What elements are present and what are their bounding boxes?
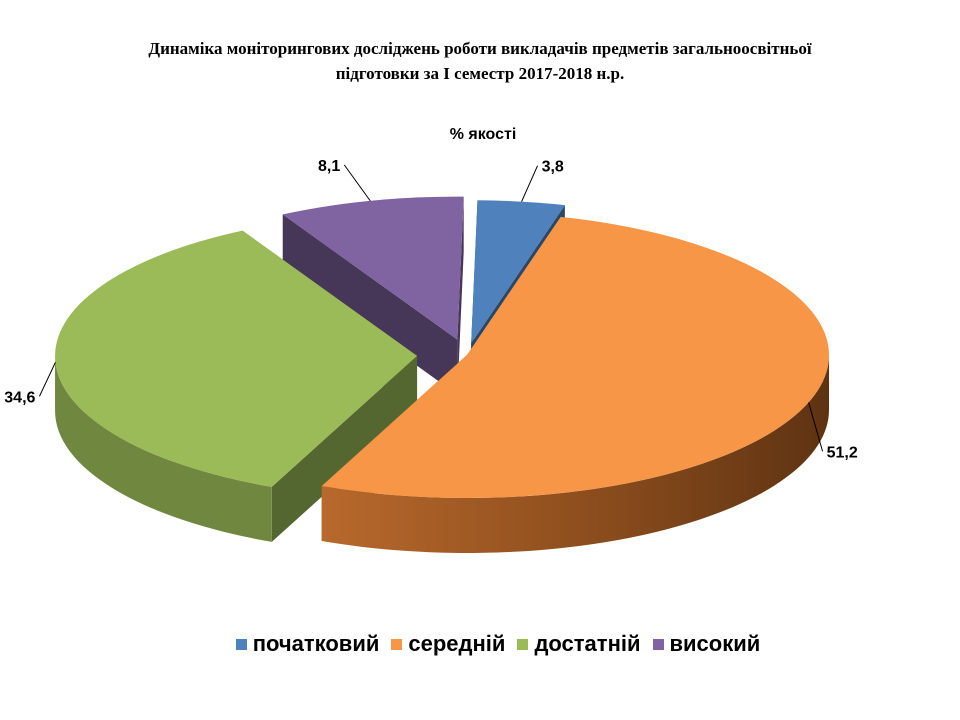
legend-label-dostatnii: достатній <box>534 631 641 656</box>
legend-item-dostatnii: достатній <box>517 631 641 657</box>
data-label-serednii: 51,2 <box>827 444 858 461</box>
pie-slice-edge-serednii <box>321 355 829 553</box>
pie-slice-serednii <box>321 216 829 553</box>
pie-slice-dostatnii <box>55 230 418 542</box>
pie-slice-side-vysokyi <box>282 214 458 395</box>
chart-main-title-line2: підготовки за І семестр 2017-2018 н.р. <box>335 64 625 83</box>
legend-swatch-pochatkovyi <box>235 638 247 650</box>
leader-line-serednii <box>808 402 824 452</box>
pie-slice-top-pochatkovyi <box>471 200 565 344</box>
legend-swatch-dostatnii <box>517 638 529 650</box>
data-label-pochatkovyi: 3,8 <box>542 159 564 176</box>
pie-slice-side-dostatnii <box>271 355 418 542</box>
chart-main-title: Динаміка моніторингових досліджень робот… <box>40 36 920 86</box>
chart-main-title-line1: Динаміка моніторингових досліджень робот… <box>148 39 812 58</box>
legend-label-vysokyi: високий <box>669 631 761 656</box>
pie-slice-edge-dostatnii <box>55 355 272 542</box>
legend-item-serednii: середній <box>391 631 505 657</box>
pie-slice-top-serednii <box>321 216 829 498</box>
legend-label-serednii: середній <box>408 631 506 656</box>
legend-swatch-serednii <box>391 638 403 650</box>
legend-label-pochatkovyi: початковий <box>252 631 380 656</box>
pie-slice-side-vysokyi <box>457 196 464 395</box>
pie-slice-vysokyi <box>282 196 464 395</box>
legend-item-pochatkovyi: початковий <box>235 631 380 657</box>
leader-line-pochatkovyi <box>521 165 539 202</box>
legend-item-vysokyi: високий <box>652 631 761 657</box>
chart-legend: початковий середній достатній високий <box>0 631 960 657</box>
legend-swatch-vysokyi <box>652 638 664 650</box>
data-label-vysokyi: 8,1 <box>318 158 340 175</box>
leader-line-dostatnii <box>38 362 56 397</box>
pie-slice-top-vysokyi <box>282 196 464 340</box>
chart-title: % якості <box>449 126 517 143</box>
leader-line-vysokyi <box>343 164 371 202</box>
data-label-dostatnii: 34,6 <box>4 389 35 406</box>
pie-slice-top-dostatnii <box>55 230 418 487</box>
